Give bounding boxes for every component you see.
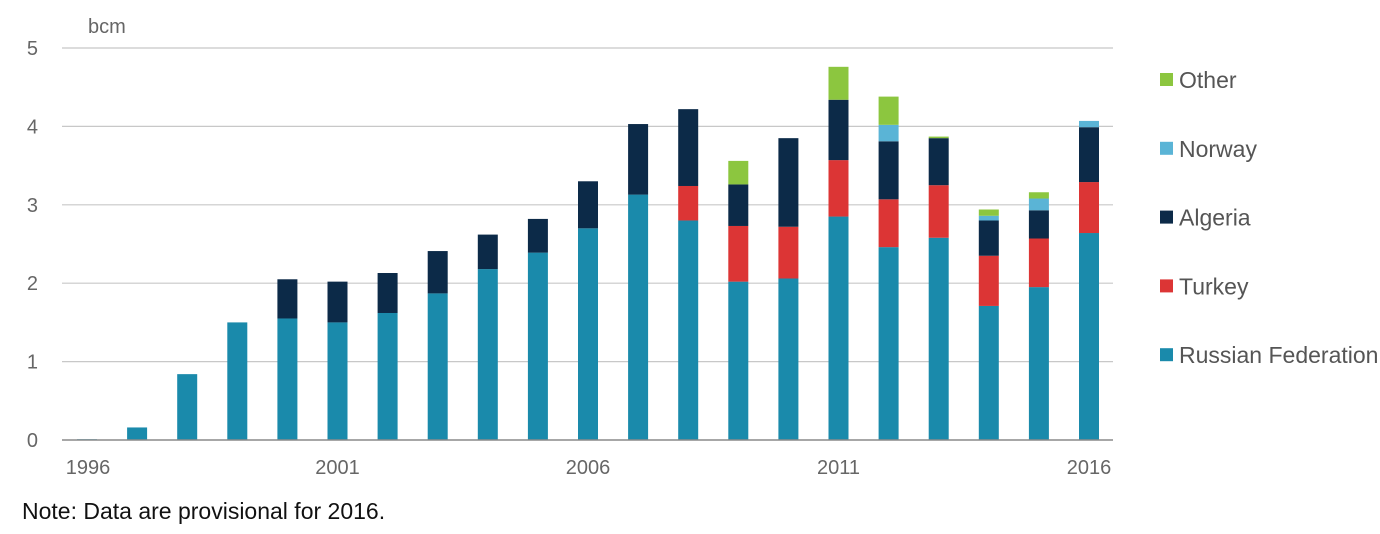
- bar-2001-russian-federation: [327, 322, 348, 440]
- y-tick-label-5: 5: [27, 38, 38, 60]
- bar-2009-other: [728, 160, 749, 185]
- legend-swatch-other: [1160, 73, 1173, 86]
- legend-swatch-norway: [1160, 141, 1173, 155]
- y-axis-label: bcm: [88, 16, 126, 38]
- legend-swatch-russian-federation: [1160, 348, 1173, 362]
- bar-2008-algeria: [678, 109, 699, 186]
- y-tick-label-0: 0: [27, 430, 38, 452]
- bar-2006-algeria: [578, 181, 598, 229]
- y-tick-label-3: 3: [27, 195, 38, 217]
- legend-swatch-algeria: [1160, 210, 1173, 224]
- x-tick-label-2011: 2011: [817, 457, 860, 479]
- bar-1997-russian-federation: [127, 427, 148, 440]
- bar-2013-turkey: [928, 185, 949, 238]
- bar-2012-algeria: [878, 141, 899, 200]
- bar-2003-algeria: [427, 251, 448, 294]
- bar-2002-russian-federation: [377, 312, 398, 440]
- bar-1998-russian-federation: [177, 374, 198, 440]
- bar-2013-other: [928, 136, 949, 139]
- bar-2014-other: [978, 209, 999, 216]
- chart-note: Note: Data are provisional for 2016.: [22, 498, 386, 524]
- legend-label-turkey: Turkey: [1179, 273, 1249, 299]
- x-tick-label-2016: 2016: [1067, 457, 1112, 479]
- bar-2004-russian-federation: [477, 269, 498, 440]
- bar-2013-algeria: [928, 138, 949, 186]
- bar-2015-other: [1028, 192, 1049, 199]
- axes: 0 1 2 3 4 5 1996 2001 2006 2011 2016: [27, 38, 1113, 479]
- bar-2007-russian-federation: [628, 194, 649, 440]
- bar-2011-other: [828, 66, 849, 100]
- bar-2016-algeria: [1079, 127, 1099, 183]
- bar-2004-algeria: [477, 234, 498, 270]
- bar-2003-russian-federation: [427, 293, 448, 440]
- bar-2007-algeria: [628, 124, 649, 195]
- bar-2014-algeria: [978, 220, 999, 256]
- legend-label-algeria: Algeria: [1179, 205, 1251, 231]
- y-tick-label-2: 2: [27, 273, 38, 295]
- bar-2009-russian-federation: [728, 281, 749, 440]
- bar-2016-turkey: [1079, 182, 1099, 234]
- bar-2010-algeria: [778, 138, 799, 227]
- legend-swatch-turkey: [1160, 279, 1173, 293]
- bar-2011-turkey: [828, 160, 849, 217]
- bar-2001-algeria: [327, 281, 348, 323]
- bar-2009-algeria: [728, 184, 749, 226]
- bar-2011-russian-federation: [828, 216, 849, 440]
- bar-2015-turkey: [1028, 238, 1049, 288]
- bar-2000-algeria: [277, 279, 298, 319]
- bar-2010-russian-federation: [778, 278, 799, 440]
- bar-2002-algeria: [377, 273, 398, 313]
- bar-2008-russian-federation: [678, 220, 699, 440]
- legend-label-russian-federation: Russian Federation: [1179, 342, 1378, 368]
- bar-1999-russian-federation: [227, 322, 248, 440]
- bar-2000-russian-federation: [277, 318, 298, 440]
- bar-2016-russian-federation: [1079, 233, 1099, 440]
- bar-2011-algeria: [828, 99, 849, 161]
- bar-2005-algeria: [527, 218, 548, 253]
- bar-2012-norway: [878, 124, 899, 142]
- bars: [77, 66, 1099, 440]
- bar-2015-algeria: [1028, 210, 1049, 239]
- bar-2015-norway: [1028, 198, 1049, 211]
- bar-2015-russian-federation: [1028, 287, 1049, 440]
- bar-2006-russian-federation: [578, 228, 598, 440]
- bar-2014-russian-federation: [978, 305, 999, 440]
- bar-2010-turkey: [778, 226, 799, 279]
- x-tick-label-2006: 2006: [566, 457, 611, 479]
- bar-2012-russian-federation: [878, 247, 899, 440]
- bar-2005-russian-federation: [527, 252, 548, 440]
- x-tick-label-1996: 1996: [66, 457, 111, 479]
- bar-2012-turkey: [878, 199, 899, 248]
- bar-2013-russian-federation: [928, 237, 949, 440]
- bar-2014-norway: [978, 215, 999, 221]
- legend-label-other: Other: [1179, 67, 1237, 93]
- bar-2009-turkey: [728, 225, 749, 282]
- bar-2008-turkey: [678, 185, 699, 221]
- y-tick-label-4: 4: [27, 116, 38, 138]
- legend-label-norway: Norway: [1179, 136, 1257, 162]
- x-tick-label-2001: 2001: [315, 457, 360, 479]
- legend: Other Norway Algeria Turkey Russian Federati…: [1160, 67, 1378, 368]
- bar-2014-turkey: [978, 255, 999, 306]
- y-tick-label-1: 1: [27, 352, 38, 374]
- bar-2012-other: [878, 96, 899, 125]
- bar-2016-norway: [1079, 120, 1099, 128]
